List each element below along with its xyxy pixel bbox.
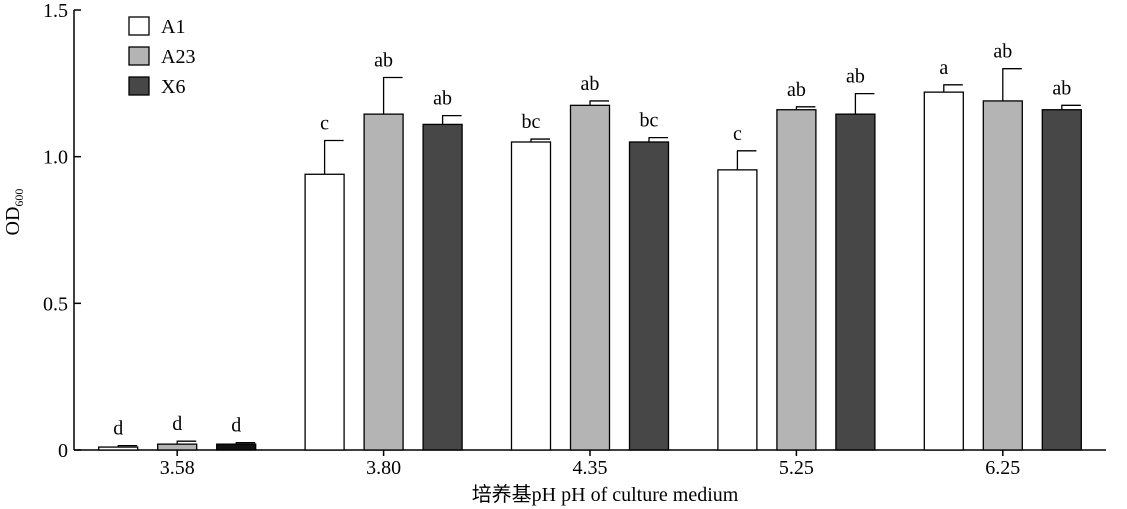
significance-label: d (113, 418, 123, 440)
significance-label: c (733, 123, 742, 145)
bar (510, 141, 552, 451)
significance-label: ab (846, 66, 865, 88)
y-axis-label-main: OD (2, 207, 24, 236)
bar (216, 443, 257, 451)
bar (157, 443, 198, 451)
bar (304, 173, 345, 451)
bar (1041, 109, 1082, 451)
bar (982, 100, 1023, 451)
bar (422, 123, 463, 451)
legend-swatch (128, 16, 150, 36)
x-tick-label: 3.58 (160, 457, 195, 479)
legend-swatch (128, 76, 150, 96)
x-tick-label: 3.80 (366, 457, 401, 479)
bar (98, 446, 139, 451)
significance-label: d (231, 415, 241, 437)
legend-label: X6 (161, 76, 185, 98)
x-tick-label: 6.25 (985, 457, 1020, 479)
x-axis-label: 培养基pH pH of culture medium (472, 483, 739, 506)
bar (628, 141, 670, 451)
y-tick-label: 0.5 (43, 293, 68, 315)
x-tick-label: 5.25 (779, 457, 814, 479)
significance-label: bc (522, 111, 541, 133)
bar (363, 113, 404, 451)
bar (569, 104, 611, 451)
bar (717, 169, 758, 451)
significance-label: ab (374, 49, 393, 71)
y-tick-label: 0 (58, 440, 68, 462)
significance-label: d (172, 413, 182, 435)
bar (776, 109, 817, 451)
y-axis-label: OD600 (2, 189, 26, 236)
significance-label: ab (1052, 77, 1071, 99)
significance-label: ab (787, 79, 806, 101)
significance-label: ab (433, 88, 452, 110)
significance-label: a (939, 57, 948, 79)
x-tick-label: 4.35 (573, 457, 608, 479)
y-axis-label-subscript: 600 (12, 189, 26, 207)
legend: A1 A23 X6 (128, 16, 195, 98)
y-tick-label: 1.0 (43, 147, 68, 169)
x-axis: 3.58 3.80 4.35 5.25 6.25 (74, 449, 1106, 479)
significance-label: bc (640, 110, 659, 132)
y-axis: 0 0.5 1.0 1.5 (43, 0, 81, 462)
significance-label: c (320, 113, 329, 135)
bar (923, 91, 964, 451)
bars: d d d c ab ab bc ab bc c ab ab a ab ab (98, 41, 1082, 451)
legend-swatch (128, 46, 150, 66)
bar (835, 113, 876, 451)
y-tick-label: 1.5 (43, 0, 68, 22)
significance-label: ab (581, 73, 600, 95)
legend-label: A1 (161, 16, 185, 38)
legend-label: A23 (161, 46, 195, 68)
significance-label: ab (993, 41, 1012, 63)
